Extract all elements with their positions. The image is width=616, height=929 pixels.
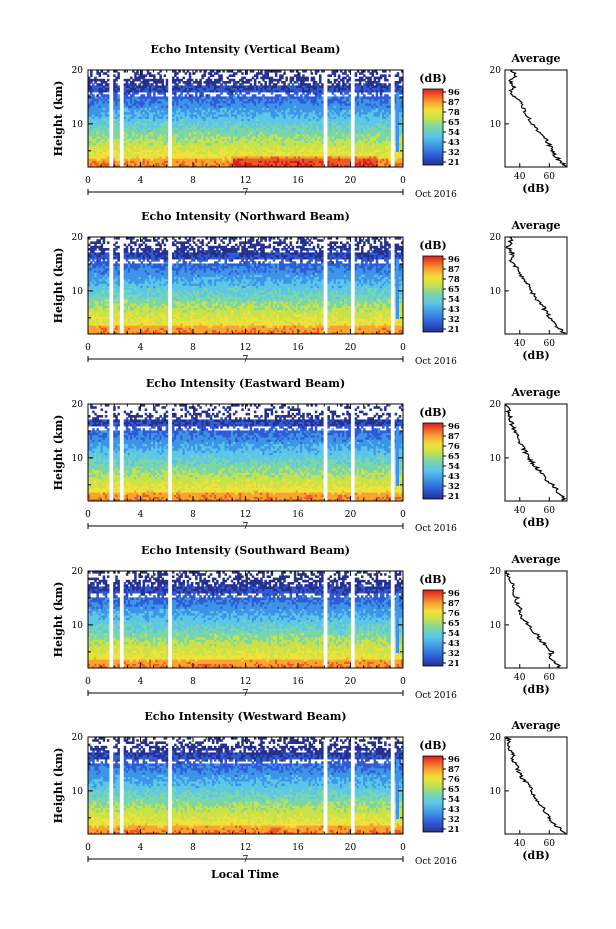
- heatmap: [88, 70, 403, 167]
- heatmap-cell: [115, 92, 118, 95]
- heatmap-cell: [239, 92, 242, 95]
- heatmap-cell: [369, 92, 372, 95]
- heatmap-cell: [149, 92, 152, 95]
- heatmap-cell: [220, 83, 223, 86]
- heatmap-cell: [128, 92, 130, 95]
- heatmap-cell: [92, 83, 95, 86]
- heatmap-cell: [262, 94, 265, 97]
- heatmap-cell: [235, 92, 238, 95]
- heatmap-cell: [107, 107, 110, 110]
- heatmap-cell: [136, 92, 139, 95]
- heatmap-cell: [162, 83, 165, 86]
- heatmap-cell: [380, 92, 383, 95]
- heatmap-cell: [166, 107, 169, 110]
- heatmap-cell: [388, 123, 391, 126]
- heatmap-cell: [166, 123, 169, 126]
- heatmap-cell: [117, 107, 120, 110]
- heatmap-cell: [388, 107, 391, 110]
- heatmap-cell: [225, 83, 228, 86]
- heatmap-cell: [376, 92, 379, 95]
- heatmap-cell: [348, 116, 351, 119]
- heatmap-cell: [166, 99, 169, 102]
- heatmap-cell: [164, 92, 167, 95]
- heatmap-cell: [191, 94, 194, 97]
- heatmap-cell: [309, 92, 312, 95]
- heatmap-cell: [107, 99, 110, 102]
- heatmap-cell: [258, 92, 261, 95]
- heatmap-cell: [107, 94, 110, 97]
- panel-title: Echo Intensity (Vertical Beam): [150, 43, 340, 56]
- heatmap-cell: [231, 92, 234, 95]
- panel-1: Echo Intensity (Vertical Beam)0 4 8 12 16 20 0…: [52, 43, 567, 200]
- heatmap-cell: [138, 83, 141, 86]
- heatmap-cell: [361, 92, 364, 95]
- heatmap-cell: [248, 92, 251, 95]
- heatmap-cell: [166, 116, 169, 119]
- heatmap-cell: [348, 123, 351, 126]
- heatmap-cell: [271, 92, 274, 95]
- heatmap-cell: [143, 94, 146, 97]
- heatmap-cell: [302, 92, 305, 95]
- heatmap-cell: [288, 92, 291, 95]
- heatmap-cell: [151, 83, 154, 86]
- heatmap-cell: [346, 92, 349, 95]
- heatmap-cell: [90, 92, 93, 95]
- heatmap-cell: [340, 92, 343, 95]
- heatmap-cell: [348, 107, 351, 110]
- heatmap-cell: [107, 123, 110, 126]
- heatmap-cell: [176, 83, 179, 86]
- heatmap-cell: [195, 92, 198, 95]
- heatmap-cell: [279, 94, 282, 97]
- heatmap-cell: [208, 94, 211, 97]
- heatmap-cell: [174, 92, 177, 95]
- heatmap-cell: [117, 99, 120, 102]
- heatmap-cell: [332, 92, 335, 95]
- heatmap-cell: [348, 99, 351, 102]
- heatmap-cell: [321, 116, 324, 119]
- heatmap-cell: [187, 92, 190, 95]
- heatmap-cell: [107, 83, 110, 86]
- heatmap-cell: [155, 83, 158, 86]
- heatmap-cell: [115, 83, 118, 86]
- heatmap-cell: [220, 92, 223, 95]
- heatmap-cell: [321, 92, 324, 95]
- heatmap-cell: [388, 99, 391, 102]
- heatmap-cell: [101, 83, 104, 86]
- heatmap-cell: [117, 116, 120, 119]
- heatmap-cell: [134, 83, 137, 86]
- heatmap-cell: [296, 92, 299, 95]
- heatmap-cell: [388, 116, 391, 119]
- heatmap-cell: [107, 116, 110, 119]
- heatmap-cell: [199, 83, 202, 86]
- heatmap-cell: [180, 92, 183, 95]
- heatmap-cell: [101, 92, 104, 95]
- heatmap-cell: [153, 92, 156, 95]
- heatmap-cell: [191, 83, 194, 86]
- heatmap-cell: [254, 94, 257, 97]
- heatmap-cell: [321, 107, 324, 110]
- heatmap-cell: [357, 92, 360, 95]
- heatmap-cell: [386, 94, 389, 97]
- heatmap-cell: [166, 83, 169, 86]
- heatmap-cell: [117, 123, 120, 126]
- heatmap-cell: [201, 92, 204, 95]
- heatmap-cell: [321, 123, 324, 126]
- heatmap-cell: [214, 83, 217, 86]
- heatmap-cell: [321, 99, 324, 102]
